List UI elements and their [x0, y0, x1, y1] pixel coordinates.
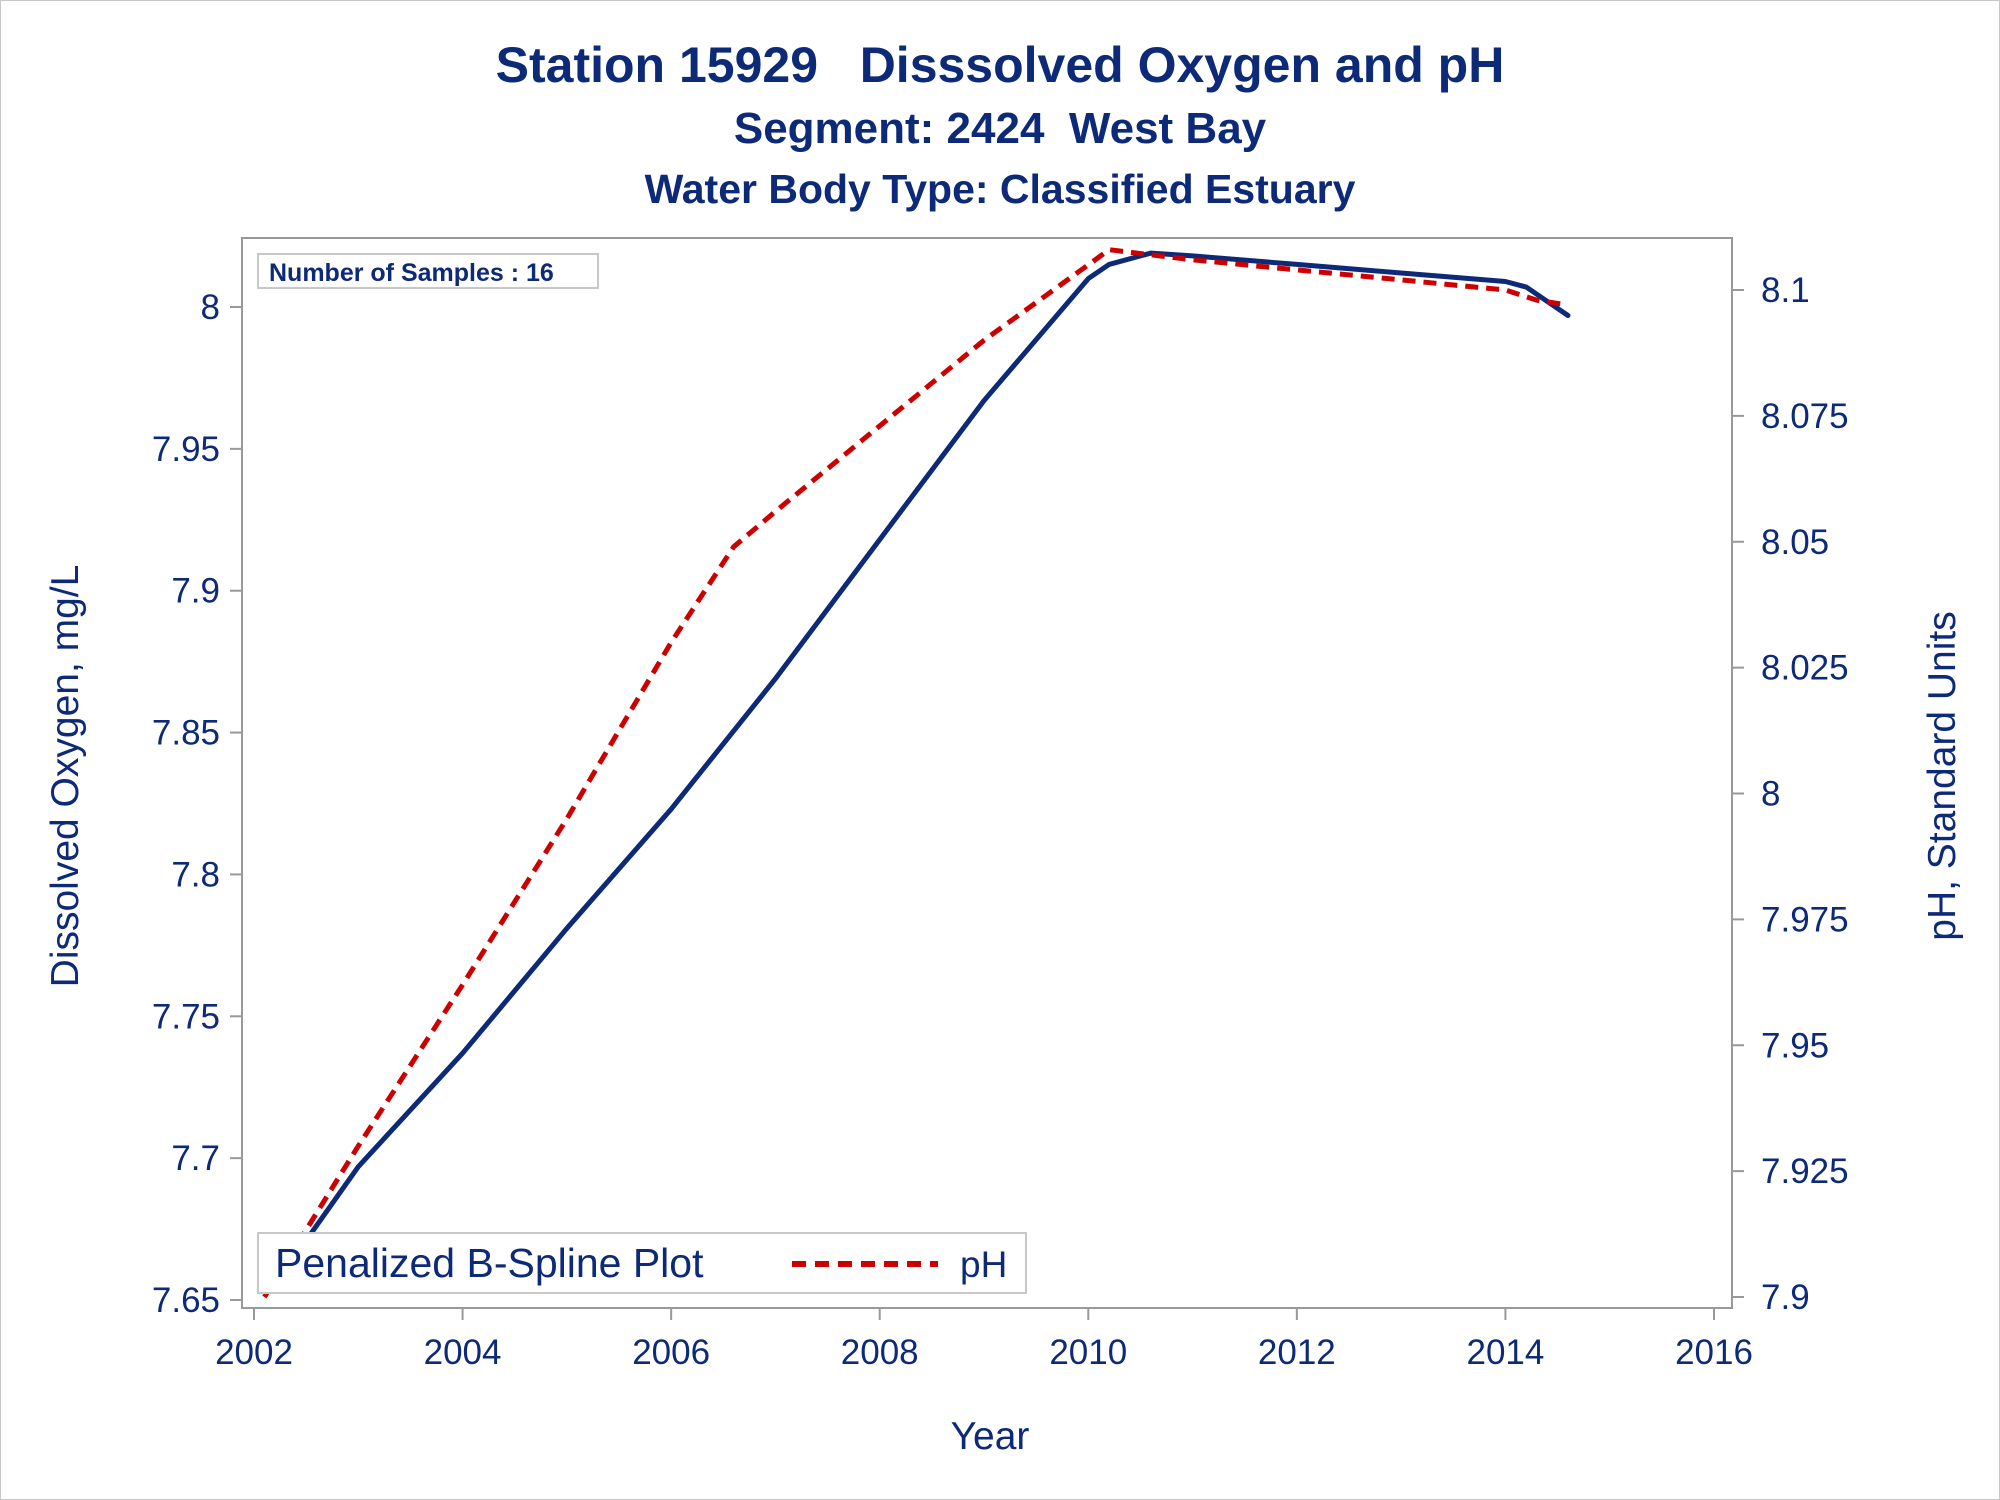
- legend-label-ph: pH: [960, 1244, 1007, 1285]
- y2-tick-label: 8.025: [1761, 649, 1849, 688]
- x-tick-label: 2012: [1258, 1333, 1336, 1372]
- y2-tick-label: 7.975: [1761, 900, 1849, 939]
- x-tick-label: 2008: [841, 1333, 919, 1372]
- y-tick-label: 7.65: [152, 1281, 220, 1320]
- series-line-ph: [262, 247, 1569, 1299]
- legend-label-do: Penalized B-Spline Plot: [275, 1240, 704, 1286]
- y2-axis: 7.9 7.925 7.95 7.975 8 8.025 8.05 8.075 8.1: [1732, 271, 1849, 1317]
- x-axis-title: Year: [951, 1415, 1030, 1458]
- x-tick-label: 2014: [1466, 1333, 1544, 1372]
- chart-title: Station 15929 Disssolved Oxygen and pH: [495, 37, 1505, 93]
- x-tick-label: 2002: [215, 1333, 293, 1372]
- series-layer: [261, 247, 1571, 1299]
- y2-axis-title: pH, Standard Units: [1921, 611, 1964, 941]
- y-tick-label: 7.7: [171, 1139, 220, 1178]
- series-line-dissolved-oxygen: [261, 250, 1571, 1272]
- x-tick-label: 2004: [424, 1333, 502, 1372]
- samples-badge: Number of Samples : 16: [257, 253, 599, 289]
- y2-tick-label: 8: [1761, 775, 1780, 814]
- chart-subtitle-water-body: Water Body Type: Classified Estuary: [644, 166, 1356, 212]
- y2-tick-label: 8.075: [1761, 397, 1849, 436]
- samples-badge-text: Number of Samples : 16: [269, 259, 554, 287]
- y-tick-label: 7.75: [152, 997, 220, 1036]
- y-tick-label: 7.8: [171, 855, 220, 894]
- x-tick-label: 2010: [1049, 1333, 1127, 1372]
- y2-tick-label: 7.9: [1761, 1278, 1810, 1317]
- chart-subtitle-segment: Segment: 2424 West Bay: [733, 104, 1267, 153]
- y-tick-label: 7.85: [152, 714, 220, 753]
- y-tick-label: 8: [201, 288, 220, 327]
- y-axis-title: Dissolved Oxygen, mg/L: [44, 565, 87, 988]
- x-tick-label: 2006: [632, 1333, 710, 1372]
- x-axis: 2002 2004 2006 2008 2010 2012 2014 2016: [215, 1308, 1753, 1372]
- y2-tick-label: 7.925: [1761, 1152, 1849, 1191]
- y2-tick-label: 7.95: [1761, 1026, 1829, 1065]
- y2-tick-label: 8.1: [1761, 271, 1810, 310]
- y-tick-label: 7.9: [171, 572, 220, 611]
- x-tick-label: 2016: [1675, 1333, 1753, 1372]
- y-axis: 7.65 7.7 7.75 7.8 7.85 7.9 7.95 8: [152, 288, 242, 1320]
- legend: Penalized B-Spline Plot pH: [257, 1232, 1027, 1294]
- plot-area: [241, 237, 1733, 1309]
- y-tick-label: 7.95: [152, 430, 220, 469]
- y2-tick-label: 8.05: [1761, 523, 1829, 562]
